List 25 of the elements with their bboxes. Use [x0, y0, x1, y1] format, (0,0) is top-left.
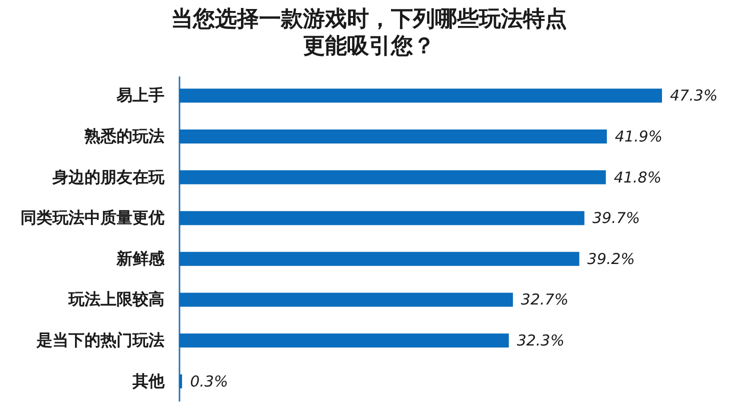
data-label: 39.7% — [592, 209, 640, 228]
data-label: 0.3% — [190, 372, 228, 390]
y-tick-label: 玩法上限较高 — [68, 290, 164, 309]
data-label: 41.9% — [614, 127, 663, 146]
y-tick-label: 是当下的热门玩法 — [36, 330, 164, 350]
data-label: 32.3% — [516, 332, 564, 350]
y-tick-label: 新鲜感 — [116, 248, 166, 268]
data-label: 41.8% — [614, 168, 662, 186]
bar — [179, 334, 509, 348]
bar — [179, 211, 584, 226]
bar — [179, 170, 606, 184]
bar — [179, 292, 513, 307]
bar — [179, 129, 607, 144]
y-tick-label: 其他 — [132, 371, 166, 390]
data-label: 39.2% — [587, 250, 635, 268]
y-tick-label: 同类玩法中质量更优 — [20, 208, 164, 228]
chart-title: 当您选择一款游戏时，下列哪些玩法特点更能吸引您？ — [170, 7, 567, 59]
data-label: 47.3% — [670, 86, 718, 105]
bar — [179, 374, 182, 388]
bar — [179, 88, 662, 103]
y-tick-label: 身边的朋友在玩 — [52, 167, 166, 186]
y-tick-label: 易上手 — [116, 86, 164, 105]
bar — [179, 252, 580, 266]
data-label: 32.7% — [520, 290, 569, 309]
y-tick-label: 熟悉的玩法 — [84, 126, 164, 146]
